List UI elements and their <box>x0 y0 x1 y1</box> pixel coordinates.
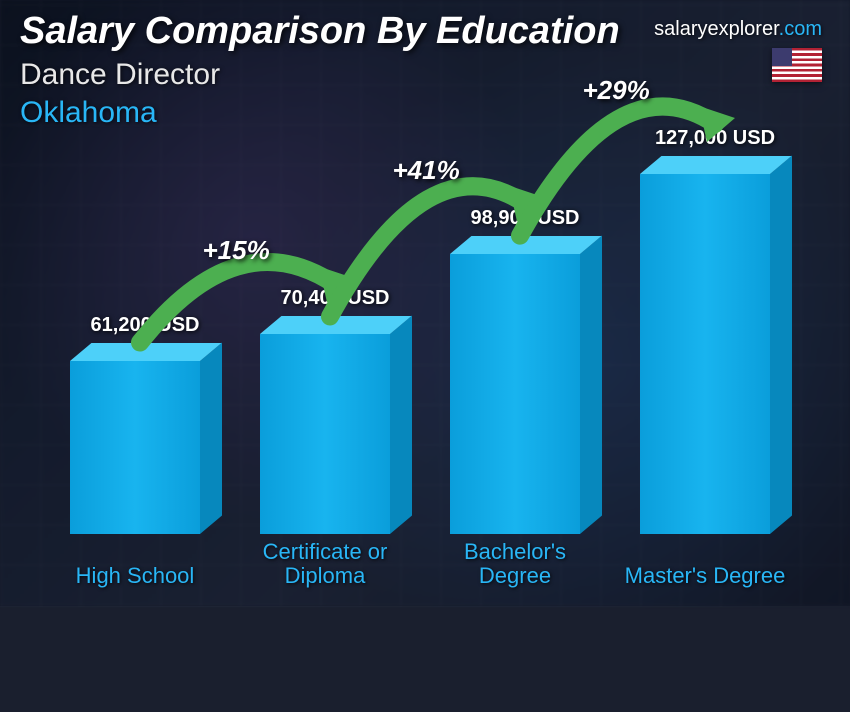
bar-chart: 61,200 USDHigh School70,400 USDCertifica… <box>40 106 790 586</box>
job-title: Dance Director <box>20 58 220 92</box>
brand-suffix: .com <box>779 18 822 40</box>
brand-prefix: salaryexplorer <box>654 18 779 40</box>
increase-arc-2 <box>40 106 850 712</box>
chart-title: Salary Comparison By Education <box>20 10 620 53</box>
content-layer: Salary Comparison By Education Dance Dir… <box>0 0 850 606</box>
increase-pct-label: +29% <box>583 75 650 106</box>
brand-label: salaryexplorer.com <box>654 18 822 41</box>
us-flag-icon <box>772 48 822 82</box>
